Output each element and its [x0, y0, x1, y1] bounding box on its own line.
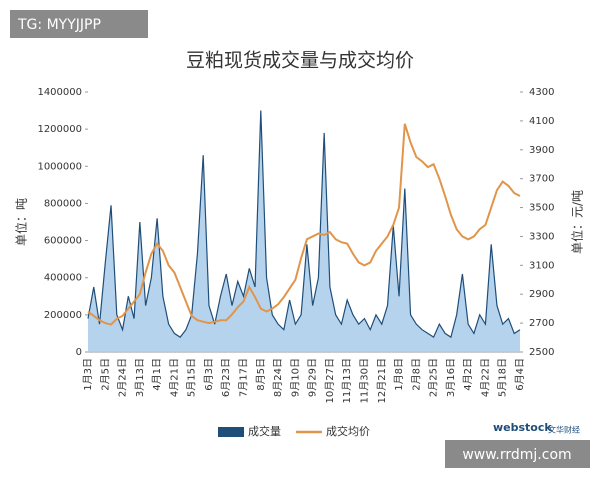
y-tick-label: 800000	[44, 198, 82, 209]
x-tick-label: 3月16日	[445, 358, 457, 397]
watermark: www.rrdmj.com	[462, 447, 571, 463]
x-tick-label: 9月29日	[307, 358, 319, 397]
y2-tick-label: 3300	[529, 231, 554, 242]
y2-tick-label: 2700	[529, 318, 554, 329]
x-tick-label: 11月30日	[358, 358, 370, 403]
x-tick-label: 6月23日	[220, 358, 232, 397]
logo: webstock	[493, 421, 552, 434]
x-tick-label: 3月13日	[134, 358, 146, 397]
y-tick-label: 200000	[44, 310, 82, 321]
y2-axis-label: 单位：元/吨	[570, 190, 585, 254]
x-tick-label: 2月24日	[117, 358, 129, 397]
y2-tick-label: 2500	[529, 347, 554, 358]
x-tick-label: 2月8日	[410, 358, 422, 391]
logo-sub: 文华财经	[548, 425, 580, 435]
y-tick-label: 600000	[44, 236, 82, 247]
x-tick-label: 9月10日	[289, 358, 301, 397]
legend-swatch	[218, 427, 244, 437]
watermark-box	[10, 10, 148, 38]
x-tick-label: 5月18日	[497, 358, 509, 397]
x-tick-label: 4月22日	[479, 358, 491, 397]
volume-line	[87, 110, 521, 339]
x-tick-label: 4月1日	[151, 358, 163, 391]
y-tick-label: 0	[76, 347, 82, 358]
x-tick-label: 8月5日	[255, 358, 267, 391]
x-tick-label: 1月8日	[393, 358, 405, 391]
x-tick-label: 8月24日	[272, 358, 284, 397]
x-tick-label: 11月13日	[341, 358, 353, 403]
x-tick-label: 4月2日	[462, 358, 474, 391]
x-tick-label: 1月3日	[82, 358, 94, 391]
y2-tick-label: 3900	[529, 145, 554, 156]
chart-title: 豆粕现货成交量与成交均价	[186, 50, 414, 72]
legend-label: 成交量	[248, 424, 281, 438]
x-tick-label: 12月21日	[376, 358, 388, 403]
x-tick-label: 5月15日	[186, 358, 198, 397]
y2-tick-label: 2900	[529, 289, 554, 300]
watermark-box	[445, 440, 590, 468]
volume-area	[88, 110, 520, 352]
y-axis-label: 单位：吨	[14, 198, 29, 246]
legend-label: 成交均价	[326, 424, 370, 438]
x-tick-label: 6月3日	[203, 358, 215, 391]
y2-tick-label: 3700	[529, 174, 554, 185]
y-tick-label: 1000000	[37, 161, 82, 172]
price-line	[87, 123, 521, 326]
x-tick-label: 4月21日	[168, 358, 180, 397]
x-tick-label: 2月25日	[428, 358, 440, 397]
y-tick-label: 1400000	[37, 87, 82, 98]
y2-tick-label: 3500	[529, 203, 554, 214]
y-tick-label: 1200000	[37, 124, 82, 135]
y-tick-label: 400000	[44, 273, 82, 284]
y2-tick-label: 4100	[529, 116, 554, 127]
x-tick-label: 6月4日	[514, 358, 526, 391]
watermark: TG: MYYJJPP	[17, 17, 101, 33]
y2-tick-label: 4300	[529, 87, 554, 98]
x-tick-label: 2月5日	[99, 358, 111, 391]
y2-tick-label: 3100	[529, 260, 554, 271]
x-tick-label: 10月27日	[324, 358, 336, 403]
x-tick-label: 7月17日	[238, 358, 250, 397]
